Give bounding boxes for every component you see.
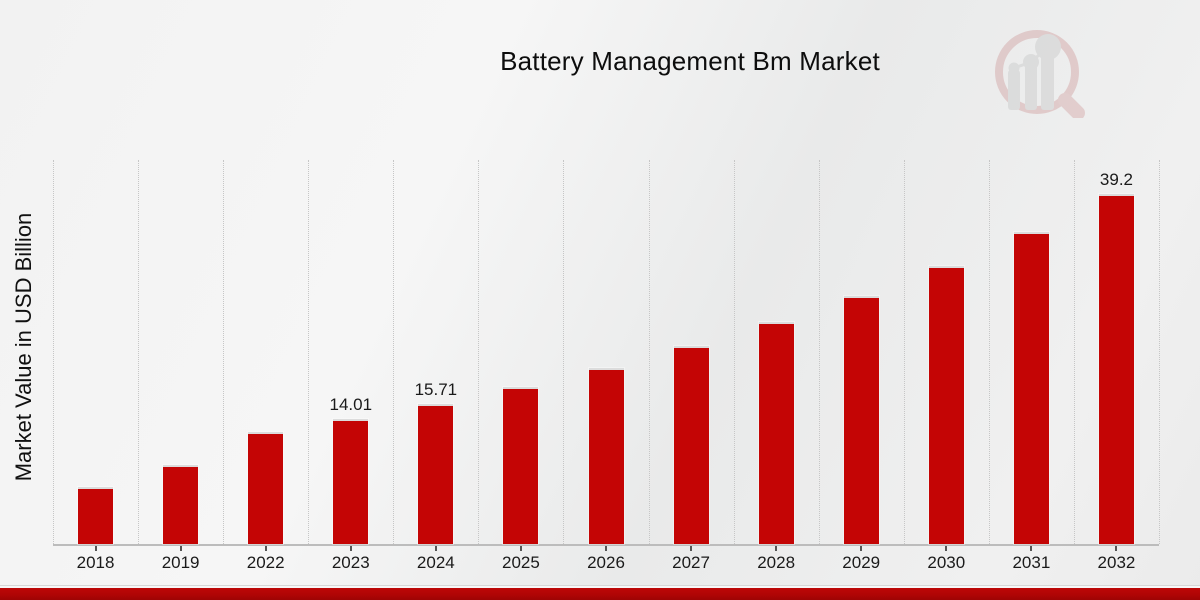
logo-bar-2 <box>1025 62 1037 110</box>
gridline <box>988 160 990 544</box>
axis-tick <box>945 546 948 551</box>
bar-2024 <box>418 403 454 544</box>
gridline <box>223 160 225 544</box>
x-tick-label: 2031 <box>1012 553 1051 572</box>
x-tick-label: 2019 <box>161 553 200 572</box>
logo-bar-1 <box>1008 70 1020 110</box>
y-axis-label: Market Value in USD Billion <box>11 212 36 482</box>
x-tick-label: 2026 <box>587 553 625 572</box>
gridline <box>648 160 650 544</box>
x-tick-label: 2029 <box>842 553 881 572</box>
plot-area: 2018 2019 2022 14.01 2023 15.71 2024 2025 2026 20… <box>53 160 1160 572</box>
x-tick-label: 2028 <box>757 553 796 572</box>
axis-tick <box>94 546 97 551</box>
axis-tick <box>775 546 778 551</box>
x-tick-label: 2022 <box>246 553 285 572</box>
gridline <box>818 160 820 544</box>
gridline <box>903 160 905 544</box>
bar-2031 <box>1013 231 1049 544</box>
gridline <box>563 160 565 544</box>
x-tick-label: 2032 <box>1097 553 1136 572</box>
gridline <box>138 160 140 544</box>
bar-2032 <box>1098 193 1134 544</box>
gridline <box>53 160 54 544</box>
bar-2028 <box>758 322 794 544</box>
x-tick-label: 2024 <box>416 553 455 572</box>
logo-bar-3 <box>1041 54 1054 110</box>
logo-dot-3 <box>1035 34 1061 60</box>
bar-value-label: 39.2 <box>1099 169 1133 189</box>
x-tick-label: 2025 <box>502 553 540 572</box>
bar-2027 <box>673 346 709 544</box>
gridline <box>1159 160 1160 544</box>
gridline <box>393 160 395 544</box>
axis-tick <box>860 546 863 551</box>
magnifier-bar-chart-logo-icon <box>985 22 1091 123</box>
logo-handle <box>1058 93 1085 120</box>
axis-tick <box>1030 546 1033 551</box>
logo-trend-line <box>1013 45 1049 70</box>
logo-lens-circle <box>995 30 1079 114</box>
x-tick-label: 2027 <box>672 553 710 572</box>
gridline <box>1073 160 1075 544</box>
axis-tick <box>264 546 267 551</box>
gridline <box>733 160 735 544</box>
gridline <box>308 160 310 544</box>
footer-highlight-line <box>0 586 1200 588</box>
footer-red-stripe <box>0 588 1200 600</box>
x-tick-label: 2023 <box>331 553 370 572</box>
axis-tick <box>349 546 352 551</box>
axis-tick <box>434 546 437 551</box>
logo-dot-2 <box>1023 54 1039 70</box>
bar-2030 <box>928 265 964 544</box>
axis-tick <box>179 546 182 551</box>
footer-divider-line <box>0 585 1200 586</box>
x-tick-label: 2018 <box>76 553 115 572</box>
bar-2023 <box>333 418 369 544</box>
chart-title: Battery Management Bm Market <box>500 46 880 76</box>
gridline <box>478 160 480 544</box>
bar-value-label: 14.01 <box>329 394 373 414</box>
logo-dot-1 <box>1008 62 1020 74</box>
axis-tick <box>1115 546 1118 551</box>
x-tick-label: 2030 <box>927 553 966 572</box>
bar-2029 <box>843 295 879 544</box>
bar-2026 <box>588 367 624 544</box>
bar-2022 <box>248 432 284 544</box>
axis-tick <box>605 546 607 551</box>
bar-2019 <box>163 465 199 544</box>
bar-value-label: 15.71 <box>414 379 458 399</box>
axis-tick <box>519 546 522 551</box>
bar-2025 <box>503 386 539 544</box>
axis-tick <box>690 546 693 551</box>
bar-2018 <box>78 486 114 544</box>
